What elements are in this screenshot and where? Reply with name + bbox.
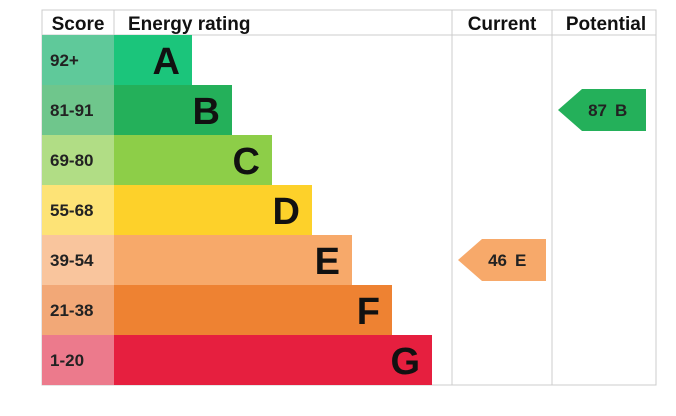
score-cell-e	[42, 235, 114, 285]
band-letter: B	[193, 91, 220, 133]
score-cell-d	[42, 185, 114, 235]
score-range-label: 39-54	[50, 251, 94, 270]
band-letter: E	[315, 241, 340, 283]
band-bar-d	[114, 185, 312, 235]
score-cell-b	[42, 85, 114, 135]
current-rating-arrow-score: 46	[488, 251, 507, 270]
score-range-label: 69-80	[50, 151, 93, 170]
current-rating-arrow-shape	[458, 239, 546, 281]
rating-arrows: 46 E 87 B	[458, 89, 646, 281]
rating-bands: 92+ A 81-91 B 69-80 C 55-68 D 39-54 E 21-38 F 1-20 G	[42, 35, 432, 385]
header-current: Current	[468, 14, 537, 35]
score-range-label: 92+	[50, 51, 79, 70]
potential-rating-arrow-letter: B	[615, 101, 627, 120]
band-letter: A	[153, 41, 180, 83]
band-letter: G	[390, 341, 420, 383]
score-range-label: 21-38	[50, 301, 93, 320]
score-range-label: 55-68	[50, 201, 93, 220]
header-energy-rating: Energy rating	[128, 14, 250, 35]
band-e: 39-54 E	[42, 235, 352, 285]
potential-rating-arrow-score: 87	[588, 101, 607, 120]
band-g: 1-20 G	[42, 335, 432, 385]
score-cell-a	[42, 35, 114, 85]
current-rating-arrow: 46 E	[458, 239, 546, 281]
potential-rating-arrow: 87 B	[558, 89, 646, 131]
score-cell-f	[42, 285, 114, 335]
header-score: Score	[52, 14, 105, 35]
score-cell-g	[42, 335, 114, 385]
band-letter: C	[233, 141, 260, 183]
band-bar-e	[114, 235, 352, 285]
band-b: 81-91 B	[42, 85, 232, 135]
band-bar-b	[114, 85, 232, 135]
header-potential: Potential	[566, 14, 646, 35]
band-bar-f	[114, 285, 392, 335]
score-range-label: 81-91	[50, 101, 93, 120]
band-bar-g	[114, 335, 432, 385]
band-c: 69-80 C	[42, 135, 272, 185]
current-rating-arrow-letter: E	[515, 251, 526, 270]
band-f: 21-38 F	[42, 285, 392, 335]
potential-rating-arrow-shape	[558, 89, 646, 131]
score-cell-c	[42, 135, 114, 185]
band-d: 55-68 D	[42, 185, 312, 235]
band-letter: D	[273, 191, 300, 233]
band-letter: F	[357, 291, 380, 333]
band-a: 92+ A	[42, 35, 192, 85]
band-bar-a	[114, 35, 192, 85]
score-range-label: 1-20	[50, 351, 84, 370]
band-bar-c	[114, 135, 272, 185]
